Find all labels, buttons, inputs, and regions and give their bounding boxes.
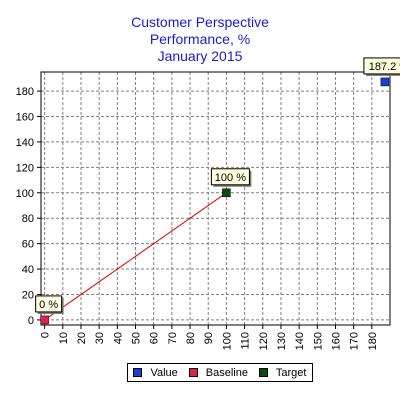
label-box-target xyxy=(210,168,250,186)
y-tick-label: 20 xyxy=(22,289,34,301)
legend-label-baseline: Baseline xyxy=(205,366,248,379)
y-tick-label: 180 xyxy=(16,86,34,98)
x-tick-label: 30 xyxy=(94,332,106,344)
y-tick-label: 0 xyxy=(28,315,34,327)
label-box-baseline xyxy=(35,295,63,313)
y-tick-label: 60 xyxy=(22,239,34,251)
y-tick-label: 160 xyxy=(16,111,34,123)
x-tick-label: 60 xyxy=(149,332,161,344)
y-tick-label: 120 xyxy=(16,162,34,174)
x-tick-label: 70 xyxy=(167,332,179,344)
x-tick-label: 150 xyxy=(312,332,324,350)
x-tick-label: 140 xyxy=(294,332,306,350)
x-tick-label: 50 xyxy=(131,332,143,344)
y-tick-label: 80 xyxy=(22,213,34,225)
legend-swatch-target xyxy=(258,368,268,377)
chart-legend: Value Baseline Target xyxy=(127,363,313,382)
label-box-value xyxy=(363,57,400,75)
x-tick-label: 40 xyxy=(112,332,124,344)
data-label-value: 187.2 % xyxy=(369,61,400,73)
data-label-baseline: 0 % xyxy=(39,299,58,311)
x-tick-label: 80 xyxy=(185,332,197,344)
x-tick-label: 10 xyxy=(58,332,70,344)
x-tick-label: 90 xyxy=(203,332,215,344)
point-target xyxy=(222,188,231,198)
y-tick-label: 40 xyxy=(22,264,34,276)
x-tick-label: 110 xyxy=(240,332,252,350)
legend-label-value: Value xyxy=(150,366,178,379)
legend-item-value: Value xyxy=(133,366,178,379)
chart-title: Customer Perspective Performance, % Janu… xyxy=(0,14,400,65)
legend-item-target: Target xyxy=(258,366,307,379)
point-baseline xyxy=(40,315,49,325)
x-tick-label: 180 xyxy=(367,332,379,350)
y-tick-label: 140 xyxy=(16,137,34,149)
x-tick-label: 20 xyxy=(76,332,88,344)
chart-title-line-3: January 2015 xyxy=(157,48,243,64)
legend-label-target: Target xyxy=(275,366,307,379)
x-tick-label: 100 xyxy=(221,332,233,350)
point-value xyxy=(380,77,390,87)
data-label-target: 100 % xyxy=(215,172,246,184)
x-tick-label: 0 xyxy=(40,332,52,338)
chart-title-line-2: Performance, % xyxy=(149,31,251,47)
plot-area-border xyxy=(40,71,391,326)
legend-item-baseline: Baseline xyxy=(188,366,248,379)
legend-swatch-value xyxy=(133,368,143,377)
x-tick-label: 120 xyxy=(258,332,270,350)
x-tick-label: 170 xyxy=(349,332,361,350)
x-tick-label: 160 xyxy=(330,332,342,350)
x-tick-label: 130 xyxy=(276,332,288,350)
legend-swatch-baseline xyxy=(188,368,198,377)
baseline-target-connector xyxy=(44,192,227,321)
chart-title-line-1: Customer Perspective xyxy=(131,14,269,30)
y-tick-label: 100 xyxy=(16,188,34,200)
